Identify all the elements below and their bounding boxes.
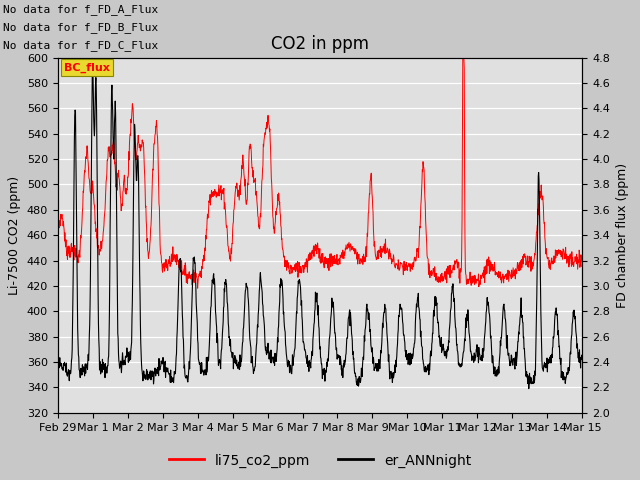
Text: BC_flux: BC_flux [64,62,110,72]
Text: No data for f_FD_B_Flux: No data for f_FD_B_Flux [3,22,159,33]
Legend: li75_co2_ppm, er_ANNnight: li75_co2_ppm, er_ANNnight [163,448,477,473]
Text: No data for f_FD_C_Flux: No data for f_FD_C_Flux [3,40,159,51]
Y-axis label: Li-7500 CO2 (ppm): Li-7500 CO2 (ppm) [8,176,21,295]
Y-axis label: FD chamber flux (ppm): FD chamber flux (ppm) [616,163,628,308]
Text: No data for f_FD_A_Flux: No data for f_FD_A_Flux [3,4,159,15]
Title: CO2 in ppm: CO2 in ppm [271,35,369,53]
